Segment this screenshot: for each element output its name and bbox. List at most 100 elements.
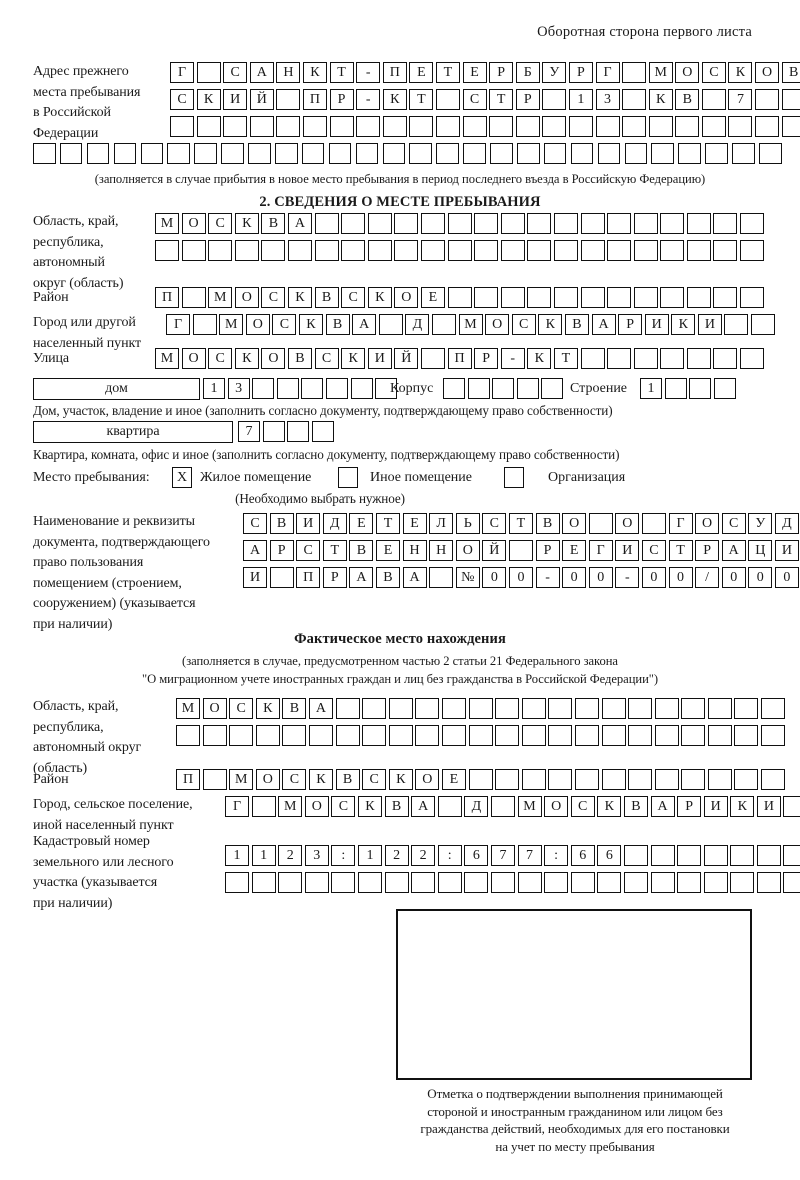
form-cell[interactable] — [553, 287, 578, 308]
form-cell[interactable] — [548, 725, 573, 746]
form-cell[interactable] — [367, 240, 392, 261]
form-cell[interactable]: О — [562, 513, 587, 534]
form-cell[interactable] — [751, 314, 776, 335]
form-cell[interactable]: К — [357, 796, 382, 817]
form-cell[interactable]: Г — [170, 62, 194, 83]
form-cell[interactable] — [202, 769, 227, 790]
form-cell[interactable]: 0 — [641, 567, 666, 588]
form-cell[interactable] — [689, 378, 712, 399]
form-cell[interactable] — [335, 725, 360, 746]
form-cell[interactable] — [196, 116, 221, 137]
form-cell[interactable] — [548, 769, 573, 790]
form-cell[interactable] — [527, 213, 552, 234]
form-cell[interactable]: С — [208, 213, 233, 234]
form-cell[interactable] — [462, 116, 487, 137]
form-cell[interactable]: О — [261, 348, 286, 369]
form-cell[interactable]: О — [695, 513, 720, 534]
form-cell[interactable]: С — [701, 62, 726, 83]
form-cell[interactable] — [489, 116, 514, 137]
form-cell[interactable]: И — [774, 540, 799, 561]
form-cell[interactable]: А — [352, 314, 377, 335]
form-cell[interactable] — [384, 872, 409, 893]
form-cell[interactable]: С — [282, 769, 307, 790]
form-cell[interactable] — [544, 872, 569, 893]
form-cell[interactable] — [447, 213, 472, 234]
form-cell[interactable] — [287, 240, 312, 261]
form-cell[interactable]: Е — [402, 513, 427, 534]
form-cell[interactable]: О — [755, 62, 780, 83]
form-cell[interactable]: - — [615, 567, 640, 588]
form-cell[interactable] — [755, 116, 780, 137]
form-cell[interactable] — [730, 872, 755, 893]
form-cell[interactable] — [282, 725, 307, 746]
form-cell[interactable] — [221, 143, 244, 164]
form-cell[interactable] — [678, 143, 701, 164]
form-cell[interactable] — [660, 213, 685, 234]
form-cell[interactable]: Е — [409, 62, 434, 83]
form-cell[interactable] — [607, 287, 632, 308]
form-cell[interactable]: О — [615, 513, 640, 534]
form-cell[interactable]: И — [296, 513, 321, 534]
document-row-3[interactable]: И П Р А В А № 0 0-0 0-0 0/0 0 0 — [243, 567, 799, 588]
form-cell[interactable]: П — [155, 287, 179, 308]
form-cell[interactable] — [623, 845, 648, 866]
form-cell[interactable]: К — [527, 348, 552, 369]
form-cell[interactable]: Д — [405, 314, 430, 335]
form-cell[interactable] — [276, 116, 301, 137]
form-cell[interactable]: К — [341, 348, 366, 369]
form-cell[interactable] — [622, 62, 647, 83]
form-cell[interactable]: Т — [329, 62, 354, 83]
form-cell[interactable] — [202, 725, 227, 746]
form-cell[interactable]: А — [721, 540, 746, 561]
form-cell[interactable]: 1 — [225, 845, 249, 866]
form-cell[interactable] — [601, 725, 626, 746]
form-cell[interactable]: : — [544, 845, 569, 866]
form-cell[interactable] — [329, 116, 354, 137]
form-cell[interactable] — [660, 348, 685, 369]
form-cell[interactable] — [740, 240, 765, 261]
form-cell[interactable] — [707, 769, 732, 790]
form-cell[interactable]: В — [261, 213, 286, 234]
form-cell[interactable]: 7 — [517, 845, 542, 866]
form-cell[interactable] — [651, 143, 674, 164]
form-cell[interactable] — [681, 725, 706, 746]
form-cell[interactable] — [468, 698, 493, 719]
form-cell[interactable]: Р — [474, 348, 499, 369]
form-cell[interactable]: В — [335, 769, 360, 790]
form-cell[interactable]: К — [234, 213, 259, 234]
form-cell[interactable]: Й — [394, 348, 419, 369]
form-cell[interactable]: 3 — [227, 378, 250, 399]
form-cell[interactable]: К — [388, 769, 413, 790]
form-cell[interactable]: В — [287, 348, 312, 369]
form-cell[interactable] — [623, 872, 648, 893]
form-cell[interactable] — [713, 378, 736, 399]
form-cell[interactable]: С — [229, 698, 254, 719]
form-cell[interactable]: 1 — [640, 378, 662, 399]
form-cell[interactable] — [553, 213, 578, 234]
flat-number-cells[interactable]: 7 — [238, 421, 334, 442]
form-cell[interactable]: К — [367, 287, 392, 308]
form-cell[interactable] — [355, 143, 379, 164]
form-cell[interactable] — [435, 89, 460, 110]
form-cell[interactable] — [251, 872, 276, 893]
form-cell[interactable]: Р — [618, 314, 643, 335]
form-cell[interactable] — [508, 540, 533, 561]
form-cell[interactable] — [543, 143, 567, 164]
form-cell[interactable] — [783, 872, 800, 893]
form-cell[interactable] — [740, 348, 765, 369]
form-cell[interactable] — [580, 348, 605, 369]
form-cell[interactable] — [415, 725, 440, 746]
form-cell[interactable]: С — [243, 513, 267, 534]
form-cell[interactable] — [474, 213, 499, 234]
form-cell[interactable]: О — [455, 540, 480, 561]
form-cell[interactable]: 0 — [482, 567, 507, 588]
stay-type-option-organization-checkbox[interactable] — [504, 467, 524, 488]
form-cell[interactable] — [490, 143, 513, 164]
form-cell[interactable] — [607, 240, 632, 261]
form-cell[interactable]: Ь — [455, 513, 480, 534]
form-cell[interactable] — [713, 287, 738, 308]
confirmation-stamp-area[interactable] — [396, 909, 752, 1080]
form-cell[interactable]: 0 — [668, 567, 693, 588]
